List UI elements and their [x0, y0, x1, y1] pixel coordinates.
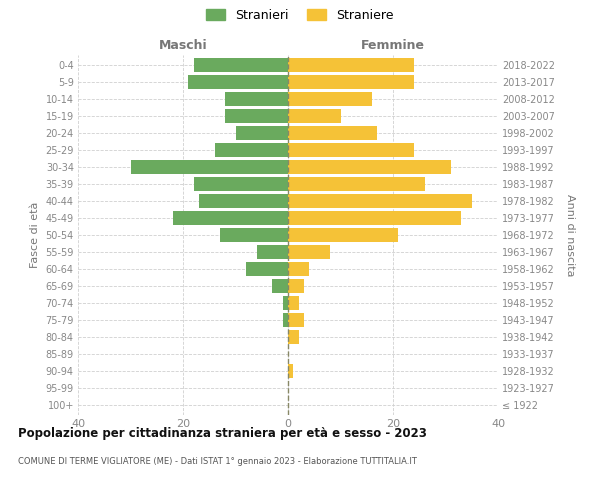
Bar [288, 330, 299, 344]
Bar [288, 126, 377, 140]
Bar [288, 313, 304, 326]
Text: Popolazione per cittadinanza straniera per età e sesso - 2023: Popolazione per cittadinanza straniera p… [18, 428, 427, 440]
Bar [283, 296, 288, 310]
Bar [288, 279, 304, 292]
Bar [288, 144, 414, 157]
Bar [288, 58, 414, 72]
Bar [188, 76, 288, 89]
Bar [288, 76, 414, 89]
Bar [225, 92, 288, 106]
Bar [288, 364, 293, 378]
Bar [215, 144, 288, 157]
Bar [288, 110, 341, 123]
Bar [225, 110, 288, 123]
Bar [235, 126, 288, 140]
Bar [288, 262, 309, 276]
Bar [288, 228, 398, 242]
Bar [199, 194, 288, 208]
Bar [193, 178, 288, 191]
Bar [257, 245, 288, 259]
Bar [288, 160, 451, 174]
Bar [130, 160, 288, 174]
Bar [288, 211, 461, 225]
Bar [272, 279, 288, 292]
Text: COMUNE DI TERME VIGLIATORE (ME) - Dati ISTAT 1° gennaio 2023 - Elaborazione TUTT: COMUNE DI TERME VIGLIATORE (ME) - Dati I… [18, 458, 417, 466]
Y-axis label: Fasce di età: Fasce di età [30, 202, 40, 268]
Bar [283, 313, 288, 326]
Bar [220, 228, 288, 242]
Legend: Stranieri, Straniere: Stranieri, Straniere [206, 8, 394, 22]
Bar [246, 262, 288, 276]
Bar [288, 245, 330, 259]
Bar [193, 58, 288, 72]
Text: Maschi: Maschi [158, 40, 208, 52]
Bar [288, 92, 372, 106]
Bar [173, 211, 288, 225]
Y-axis label: Anni di nascita: Anni di nascita [565, 194, 575, 276]
Text: Femmine: Femmine [361, 40, 425, 52]
Bar [288, 178, 425, 191]
Bar [288, 296, 299, 310]
Bar [288, 194, 472, 208]
